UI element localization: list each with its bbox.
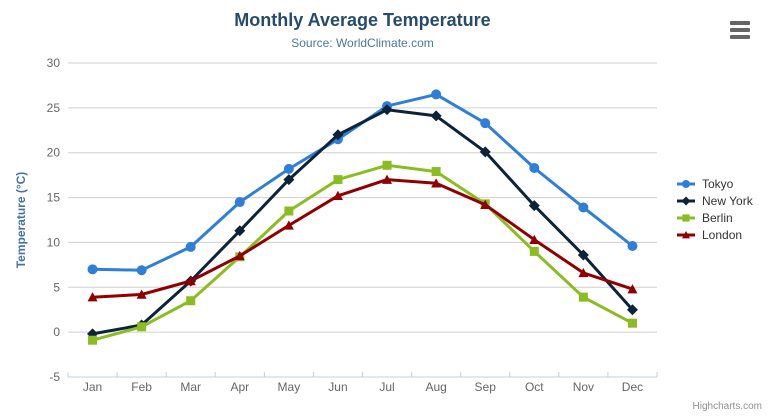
data-point-new-york[interactable] — [430, 110, 442, 122]
data-point-tokyo[interactable] — [431, 89, 442, 100]
data-point-london[interactable] — [136, 289, 147, 299]
x-axis-tick-label: Apr — [230, 380, 249, 394]
legend: Tokyo New York Berlin London — [677, 176, 753, 242]
series-line-berlin[interactable] — [91, 163, 634, 342]
data-point-london[interactable] — [627, 284, 638, 294]
y-axis-tick-label: 20 — [47, 146, 61, 160]
y-axis-tick-label: 25 — [47, 101, 61, 115]
x-axis-tick-label: Feb — [131, 380, 152, 394]
data-point-tokyo[interactable] — [87, 264, 98, 275]
y-axis-title: Temperature (°C) — [14, 172, 28, 269]
data-point-tokyo[interactable] — [529, 162, 540, 173]
hamburger-menu-icon — [730, 21, 750, 25]
chart-subtitle: Source: WorldClimate.com — [291, 36, 434, 50]
x-axis-tick-label: Sep — [475, 380, 497, 394]
data-point-tokyo[interactable] — [480, 118, 491, 129]
y-axis-tick-label: 0 — [53, 325, 60, 339]
legend-item-new-york[interactable]: New York — [677, 193, 753, 208]
series-berlin — [88, 160, 637, 345]
data-point-berlin[interactable] — [431, 167, 441, 177]
legend-marker-london — [682, 230, 690, 238]
data-point-new-york[interactable] — [479, 146, 491, 158]
data-point-tokyo[interactable] — [283, 163, 294, 174]
data-point-tokyo[interactable] — [627, 241, 638, 252]
x-axis-tick-label: Nov — [573, 380, 594, 394]
data-point-london[interactable] — [234, 250, 245, 261]
data-point-london[interactable] — [578, 267, 589, 278]
data-point-tokyo[interactable] — [578, 202, 589, 213]
data-point-berlin[interactable] — [578, 292, 588, 302]
legend-label: London — [702, 227, 743, 242]
y-axis-tick-label: 5 — [53, 280, 60, 294]
data-point-london[interactable] — [431, 178, 442, 188]
legend-marker-triangle-icon — [677, 230, 695, 238]
legend-marker-circle-icon — [677, 179, 695, 188]
legend-label: New York — [702, 193, 753, 208]
y-axis-tick-label: 30 — [47, 56, 61, 70]
data-point-berlin[interactable] — [529, 246, 539, 256]
data-point-new-york[interactable] — [234, 225, 246, 237]
data-point-tokyo[interactable] — [136, 265, 147, 276]
x-axis-tick-label: May — [278, 380, 301, 394]
data-point-berlin[interactable] — [382, 160, 392, 170]
legend-marker-diamond-icon — [677, 196, 695, 205]
data-point-berlin[interactable] — [186, 296, 196, 306]
data-point-tokyo[interactable] — [185, 241, 196, 252]
credits-link[interactable]: Highcharts.com — [692, 401, 762, 412]
data-point-london[interactable] — [332, 190, 343, 201]
legend-label: Tokyo — [702, 176, 734, 191]
data-point-new-york[interactable] — [283, 174, 295, 186]
legend-item-london[interactable]: London — [677, 227, 753, 242]
hamburger-menu-icon — [730, 35, 750, 39]
data-point-london[interactable] — [382, 174, 393, 184]
series-line-london[interactable] — [91, 178, 634, 299]
series-london — [87, 174, 638, 302]
legend-marker-tokyo — [682, 179, 690, 188]
data-point-london[interactable] — [529, 234, 540, 244]
context-menu-button[interactable] — [730, 21, 750, 39]
data-point-new-york[interactable] — [626, 304, 638, 316]
series-new-york — [87, 104, 638, 340]
x-axis-tick-label: Aug — [425, 380, 446, 394]
x-axis-tick-label: Jan — [83, 380, 102, 394]
data-point-london[interactable] — [480, 199, 491, 209]
y-axis-tick-label: -5 — [49, 370, 60, 384]
data-point-london[interactable] — [185, 276, 196, 286]
data-point-london[interactable] — [283, 220, 294, 230]
chart-title: Monthly Average Temperature — [234, 10, 491, 30]
data-point-london[interactable] — [87, 292, 98, 302]
data-point-tokyo[interactable] — [234, 197, 245, 208]
y-axis-tick-label: 15 — [47, 191, 61, 205]
x-axis-tick-label: Mar — [180, 380, 201, 394]
legend-item-tokyo[interactable]: Tokyo — [677, 176, 753, 191]
legend-marker-berlin — [682, 213, 690, 222]
series-tokyo — [87, 89, 638, 276]
data-point-berlin[interactable] — [88, 335, 98, 345]
legend-marker-new-york — [681, 196, 691, 205]
x-axis-tick-label: Oct — [525, 380, 544, 394]
data-point-new-york[interactable] — [332, 129, 344, 141]
legend-label: Berlin — [702, 210, 733, 225]
legend-item-berlin[interactable]: Berlin — [677, 210, 753, 225]
data-point-new-york[interactable] — [528, 200, 540, 212]
series-line-new-york[interactable] — [91, 108, 634, 336]
y-axis-tick-label: 10 — [47, 235, 61, 249]
data-point-berlin[interactable] — [137, 322, 147, 332]
data-point-new-york[interactable] — [381, 104, 393, 116]
data-point-new-york[interactable] — [577, 249, 589, 261]
x-axis-tick-label: Dec — [622, 380, 643, 394]
x-axis-tick-label: Jun — [328, 380, 347, 394]
hamburger-menu-icon — [730, 28, 750, 32]
data-point-berlin[interactable] — [284, 206, 294, 216]
legend-marker-square-icon — [677, 213, 695, 222]
x-axis-tick-label: Jul — [379, 380, 394, 394]
data-point-berlin[interactable] — [333, 175, 343, 185]
data-point-berlin[interactable] — [627, 318, 637, 328]
